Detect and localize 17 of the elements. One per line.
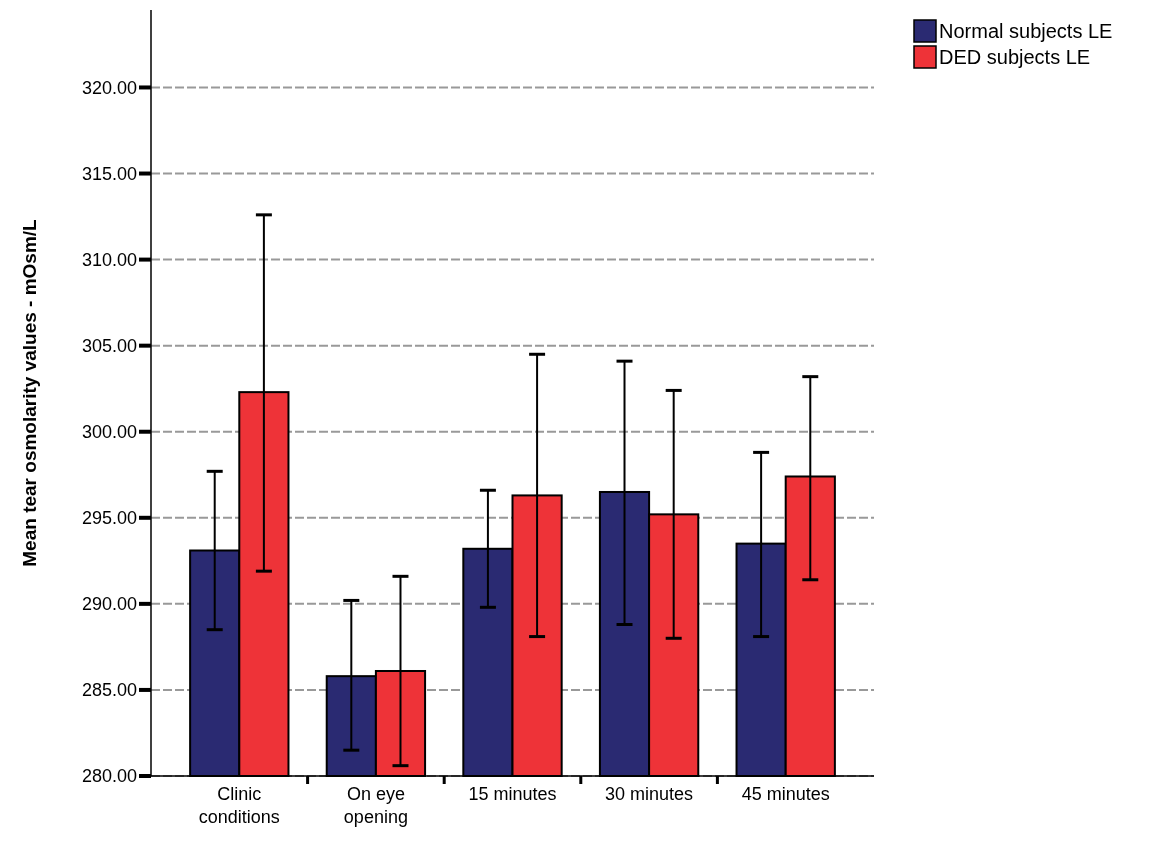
legend-label: Normal subjects LE	[939, 20, 1113, 42]
y-tick-label: 305.00	[81, 335, 137, 356]
y-tick-label: 295.00	[81, 508, 137, 529]
y-tick-label: 310.00	[81, 249, 137, 270]
legend-label: DED subjects LE	[939, 46, 1091, 68]
y-tick-label: 285.00	[81, 680, 137, 701]
y-tick-label: 300.00	[81, 422, 137, 443]
x-tick-label: Clinic conditions	[198, 784, 280, 827]
y-tick-label: 280.00	[81, 766, 137, 787]
x-tick-label: 30 minutes	[605, 784, 694, 804]
y-axis-title: Mean tear osmolarity values - mOsm/L	[19, 218, 40, 567]
y-tick-label: 320.00	[81, 77, 137, 98]
y-tick-label: 290.00	[81, 594, 137, 615]
x-tick-label: On eye opening	[343, 784, 408, 827]
y-tick-label: 315.00	[81, 163, 137, 184]
x-tick-label: 45 minutes	[741, 784, 830, 804]
x-tick-label: 15 minutes	[468, 784, 557, 804]
